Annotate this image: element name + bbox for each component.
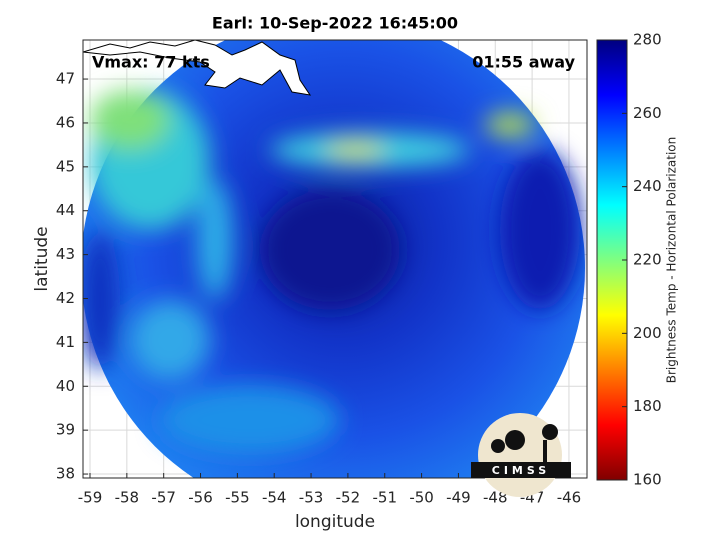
colorbar-tick-label: 240 [633, 177, 662, 195]
colorbar-ticks: 160 180 200 220 240 260 280 [622, 31, 662, 489]
x-tick-label: -56 [188, 489, 213, 507]
x-tick-label: -55 [225, 489, 250, 507]
colorbar-tick-label: 180 [633, 397, 662, 415]
logo: CIMSS [471, 413, 571, 497]
y-tick-label: 47 [56, 70, 75, 88]
ticks: -59 -58 -57 -56 -55 -54 -53 -52 -51 -50 -49 -48 -47-… [56, 70, 581, 507]
colorbar-tick-label: 200 [633, 324, 662, 342]
y-tick-label: 38 [56, 465, 75, 483]
x-tick-label: -53 [299, 489, 324, 507]
y-tick-label: 46 [56, 113, 75, 131]
colorbar-tick-label: 160 [633, 471, 662, 489]
y-tick-label: 41 [56, 333, 75, 351]
x-axis-label: longitude [295, 512, 375, 532]
axes-box [82, 39, 588, 479]
y-tick-label: 44 [56, 201, 75, 219]
y-tick-label: 42 [56, 289, 75, 307]
colorbar-label: Brightness Temp - Horizontal Polarizatio… [665, 137, 679, 384]
satellite-swath [83, 40, 585, 478]
x-tick-label: -54 [262, 489, 287, 507]
y-tick-label: 39 [56, 421, 75, 439]
x-tick-label: -58 [115, 489, 140, 507]
colorbar-tick-label: 260 [633, 104, 662, 122]
colorbar-tick-label: 280 [633, 31, 662, 49]
x-tick-label: -59 [78, 489, 103, 507]
x-tick-label: -49 [446, 489, 471, 507]
x-tick-label: -57 [151, 489, 176, 507]
y-axis-label: latitude [32, 226, 52, 291]
swath-texture [83, 90, 580, 455]
y-tick-label: 40 [56, 377, 75, 395]
x-tick-label: -50 [409, 489, 434, 507]
x-tick-label: -48 [483, 489, 508, 507]
x-tick-label: -52 [336, 489, 361, 507]
logo-text: CIMSS [492, 464, 550, 477]
annotation: Vmax: 77 kts [92, 53, 210, 72]
y-tick-label: 43 [56, 245, 75, 263]
x-tick-label: -51 [372, 489, 397, 507]
x-tick-label: -46 [557, 489, 582, 507]
annotation: 01:55 away [472, 53, 575, 72]
chart-title: Earl: 10-Sep-2022 16:45:00 [212, 14, 458, 33]
colorbar-tick-label: 220 [633, 251, 662, 269]
y-tick-label: 45 [56, 157, 75, 175]
